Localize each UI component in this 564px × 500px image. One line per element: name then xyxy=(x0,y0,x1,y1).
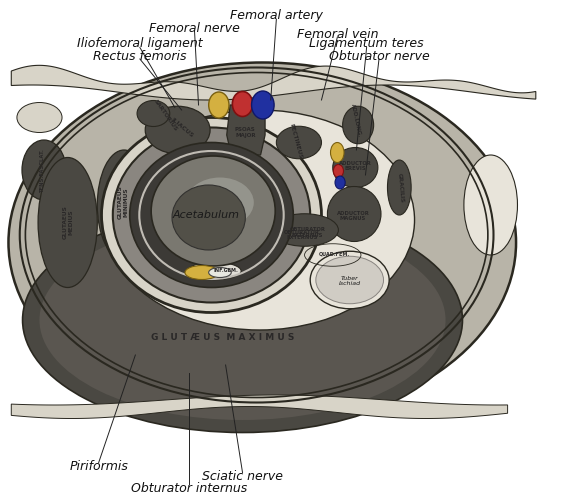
Text: Obturator nerve: Obturator nerve xyxy=(329,50,429,62)
Text: GLUTAEUS
MEDIUS: GLUTAEUS MEDIUS xyxy=(62,206,73,240)
Ellipse shape xyxy=(17,102,62,132)
Text: QUAD.FEM.: QUAD.FEM. xyxy=(318,252,350,256)
Ellipse shape xyxy=(232,92,253,116)
Text: GRACILIS: GRACILIS xyxy=(396,172,404,203)
Text: Femoral vein: Femoral vein xyxy=(297,28,378,40)
Ellipse shape xyxy=(23,208,462,432)
Ellipse shape xyxy=(209,268,231,278)
Text: GLUTAEUS
MINIMUS: GLUTAEUS MINIMUS xyxy=(117,186,129,220)
Text: Femoral nerve: Femoral nerve xyxy=(149,22,240,35)
Text: Sciatic nerve: Sciatic nerve xyxy=(202,470,283,482)
Ellipse shape xyxy=(187,262,241,280)
Ellipse shape xyxy=(137,100,170,126)
Text: ADDUCTOR
BREVIS: ADDUCTOR BREVIS xyxy=(339,160,372,172)
Text: Rectus femoris: Rectus femoris xyxy=(93,50,187,62)
Ellipse shape xyxy=(276,126,321,159)
Text: OBTURATOR
EXTERNUS: OBTURATOR EXTERNUS xyxy=(284,230,320,240)
Ellipse shape xyxy=(145,106,210,154)
Text: TENS.FASCLAT.: TENS.FASCLAT. xyxy=(40,149,45,193)
Ellipse shape xyxy=(8,62,516,422)
Ellipse shape xyxy=(387,160,411,215)
Text: INF.GEM.: INF.GEM. xyxy=(213,268,238,272)
Ellipse shape xyxy=(38,158,97,288)
Text: Acetabulum: Acetabulum xyxy=(173,210,239,220)
Text: Obturator internus: Obturator internus xyxy=(131,482,247,494)
Ellipse shape xyxy=(209,92,229,118)
Text: ILIACUS: ILIACUS xyxy=(170,116,195,138)
Ellipse shape xyxy=(342,106,374,144)
Ellipse shape xyxy=(310,251,389,308)
Ellipse shape xyxy=(252,91,274,119)
Text: Ligamentum teres: Ligamentum teres xyxy=(309,38,424,51)
Polygon shape xyxy=(11,66,536,100)
Text: OBTURATOR
EXTERNUS: OBTURATOR EXTERNUS xyxy=(289,227,325,238)
Text: ADD.LONG.: ADD.LONG. xyxy=(350,104,363,138)
Ellipse shape xyxy=(333,164,343,177)
Circle shape xyxy=(113,128,310,302)
Ellipse shape xyxy=(97,150,151,260)
Ellipse shape xyxy=(39,220,446,420)
Ellipse shape xyxy=(186,178,254,228)
Circle shape xyxy=(172,185,245,250)
PathPatch shape xyxy=(227,105,265,155)
Ellipse shape xyxy=(104,110,415,330)
Ellipse shape xyxy=(22,140,66,200)
Text: PSOAS
MAJOR: PSOAS MAJOR xyxy=(235,127,255,138)
Text: Tuber
Ischiad: Tuber Ischiad xyxy=(338,276,361,286)
Ellipse shape xyxy=(464,155,518,255)
Circle shape xyxy=(151,156,275,266)
Ellipse shape xyxy=(316,256,384,304)
Circle shape xyxy=(130,142,293,288)
Text: SARTORIUS: SARTORIUS xyxy=(152,98,178,132)
Ellipse shape xyxy=(331,142,344,163)
Text: Iliofemoral ligament: Iliofemoral ligament xyxy=(77,38,202,51)
Ellipse shape xyxy=(335,176,345,189)
Circle shape xyxy=(102,118,321,312)
Ellipse shape xyxy=(271,214,338,246)
Polygon shape xyxy=(11,395,508,418)
Text: G L U T Æ U S  M A X I M U S: G L U T Æ U S M A X I M U S xyxy=(151,333,294,342)
Text: Piriformis: Piriformis xyxy=(69,460,128,472)
Text: Femoral artery: Femoral artery xyxy=(230,8,323,22)
Text: PECTINEUS: PECTINEUS xyxy=(288,123,303,159)
Text: ADDUCTOR
MAGNUS: ADDUCTOR MAGNUS xyxy=(337,210,369,222)
Ellipse shape xyxy=(327,186,381,242)
Ellipse shape xyxy=(333,148,378,188)
Ellipse shape xyxy=(185,266,219,280)
